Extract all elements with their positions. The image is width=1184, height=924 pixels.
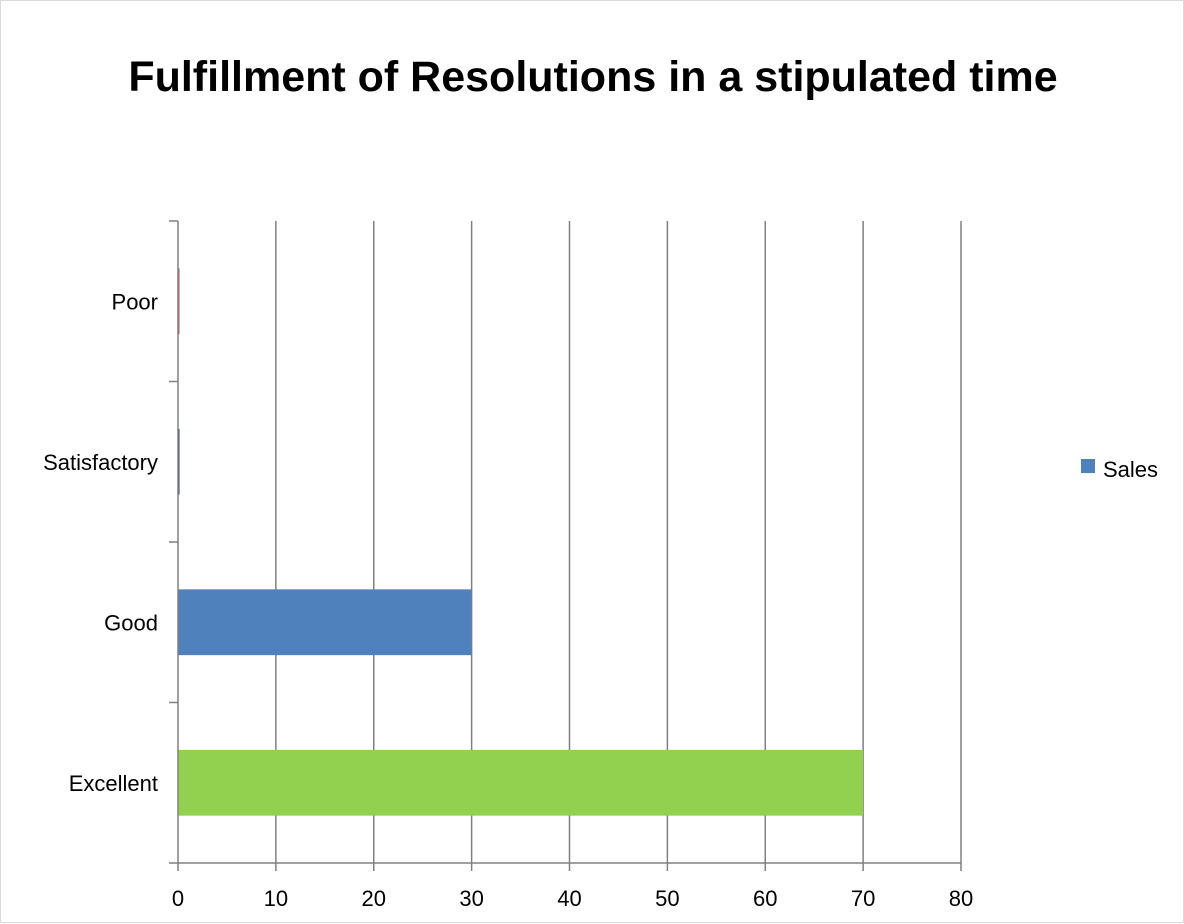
chart-title: Fulfillment of Resolutions in a stipulat… <box>128 53 1058 101</box>
category-label-good: Good <box>104 610 158 635</box>
category-label-poor: Poor <box>112 289 158 314</box>
x-tick-label-0: 0 <box>172 886 184 911</box>
x-tick-label-30: 30 <box>459 886 483 911</box>
x-tick-labels: 0 10 20 30 40 50 60 70 80 <box>172 886 973 911</box>
x-tick-label-60: 60 <box>753 886 777 911</box>
category-label-excellent: Excellent <box>69 771 158 796</box>
x-tick-label-10: 10 <box>264 886 288 911</box>
legend: Sales <box>1081 457 1158 482</box>
x-tick-label-20: 20 <box>362 886 386 911</box>
x-tick-label-80: 80 <box>949 886 973 911</box>
legend-label-sales: Sales <box>1103 457 1158 482</box>
x-tick-label-70: 70 <box>851 886 875 911</box>
x-tick-label-40: 40 <box>557 886 581 911</box>
category-label-satisfactory: Satisfactory <box>43 450 158 475</box>
bars <box>178 268 864 816</box>
x-tick-label-50: 50 <box>655 886 679 911</box>
bar-excellent <box>178 749 864 816</box>
bar-good <box>178 589 472 656</box>
legend-swatch-sales <box>1081 459 1095 473</box>
category-labels: Excellent Good Satisfactory Poor <box>43 289 158 796</box>
axes <box>169 220 962 871</box>
